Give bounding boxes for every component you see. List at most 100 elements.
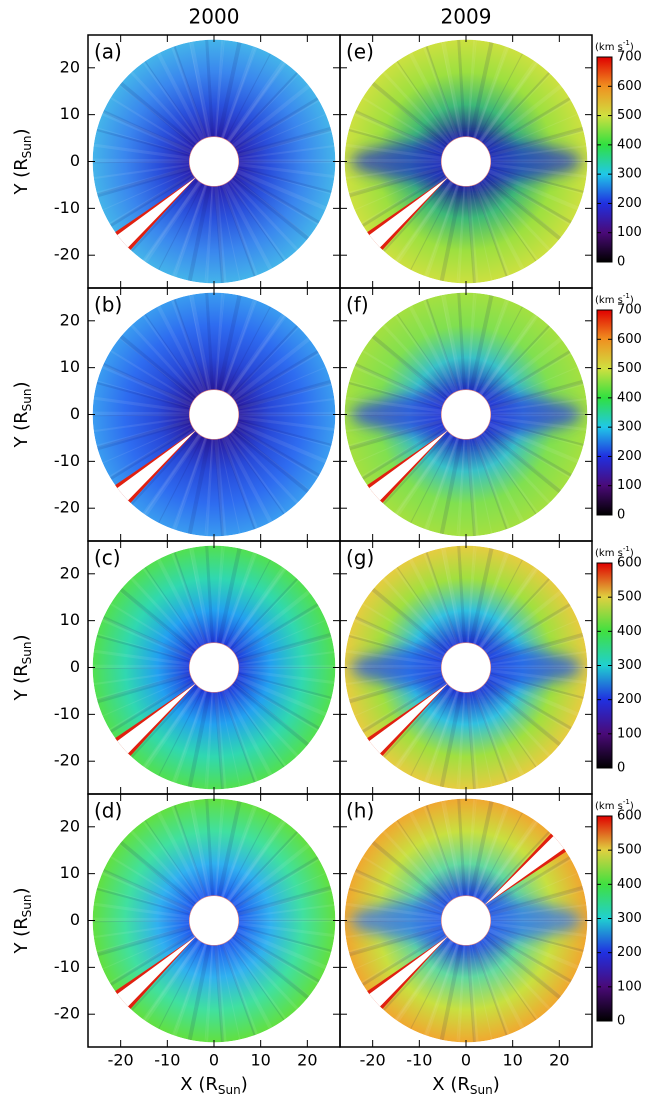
streak (348, 419, 443, 451)
streak (236, 422, 327, 464)
streak (187, 185, 212, 282)
streak (130, 324, 199, 398)
colorbar-tick-label: 500 (617, 361, 642, 376)
streak (92, 667, 190, 670)
streak (234, 350, 319, 403)
streak (396, 313, 453, 395)
streak (119, 843, 196, 906)
streak (227, 821, 287, 902)
streak (489, 167, 584, 195)
streak (221, 690, 259, 783)
streak (349, 127, 443, 156)
streak (467, 799, 477, 896)
streak (408, 811, 457, 900)
streak (93, 163, 190, 180)
streak (93, 902, 190, 919)
streak (469, 41, 494, 138)
streak (102, 616, 193, 659)
streak (206, 186, 214, 284)
streak (217, 547, 242, 644)
x-tick-label: -20 (108, 1051, 134, 1070)
streak (238, 416, 335, 432)
streak (227, 62, 287, 143)
streak (97, 380, 191, 409)
streak (488, 113, 578, 153)
streak (467, 546, 477, 643)
streak (489, 672, 584, 699)
streak (110, 855, 194, 909)
streak (361, 679, 446, 733)
streak (456, 945, 465, 1043)
y-axis-label-part: Y (R (11, 411, 32, 448)
streak (466, 39, 476, 137)
streak (109, 932, 194, 986)
streak (119, 590, 196, 653)
streak (361, 426, 446, 478)
streak (142, 567, 201, 648)
streak (101, 364, 193, 407)
streak (382, 71, 451, 145)
streak (233, 682, 310, 744)
streak (361, 932, 446, 986)
streak (230, 72, 298, 145)
streak (490, 145, 587, 160)
colorbar (596, 56, 613, 263)
streak (142, 433, 201, 515)
streak (227, 434, 285, 515)
streak (362, 602, 446, 656)
streak (440, 42, 462, 138)
colorbar-tick-label: 600 (617, 809, 642, 824)
streak (348, 925, 443, 957)
streak (229, 178, 299, 251)
streak (354, 869, 445, 912)
streak (441, 547, 464, 644)
streak (171, 184, 207, 277)
streak (233, 176, 310, 238)
streak (479, 433, 539, 514)
pylon (354, 935, 449, 1020)
streak (143, 180, 202, 264)
streak (466, 292, 476, 390)
streak (481, 178, 551, 251)
streak (214, 798, 224, 896)
y-axis-label-part: Sun (20, 135, 34, 158)
streak (458, 186, 466, 284)
streak (97, 633, 191, 662)
streak (382, 685, 450, 758)
streak (457, 545, 467, 643)
streak (484, 590, 563, 654)
streak (156, 52, 205, 141)
streak (396, 819, 453, 901)
streak (158, 436, 204, 524)
streak (473, 552, 510, 645)
streak (231, 175, 310, 241)
streak (395, 180, 454, 264)
x-axis-label-part: Sun (470, 1083, 493, 1097)
streak (423, 943, 459, 1036)
streak (236, 872, 326, 912)
streak (395, 433, 454, 517)
streak (489, 888, 584, 916)
velocity-map (92, 292, 336, 537)
streak (344, 917, 442, 923)
pylon (354, 176, 449, 261)
streak (345, 416, 442, 433)
streak (345, 396, 442, 413)
streak (486, 352, 572, 403)
streak (214, 692, 227, 790)
streak (410, 942, 456, 1030)
streak (473, 690, 511, 783)
streak (238, 669, 335, 685)
y-axis-label-part: ) (11, 128, 32, 135)
x-tick-label: -20 (360, 1051, 386, 1070)
streak (486, 425, 572, 477)
streak (102, 363, 193, 406)
streak (394, 61, 453, 142)
streak (473, 46, 510, 139)
streak (477, 306, 523, 393)
streak (158, 942, 204, 1030)
streak (354, 676, 444, 717)
streak (189, 294, 212, 391)
streak (220, 552, 256, 645)
streak (93, 922, 190, 939)
